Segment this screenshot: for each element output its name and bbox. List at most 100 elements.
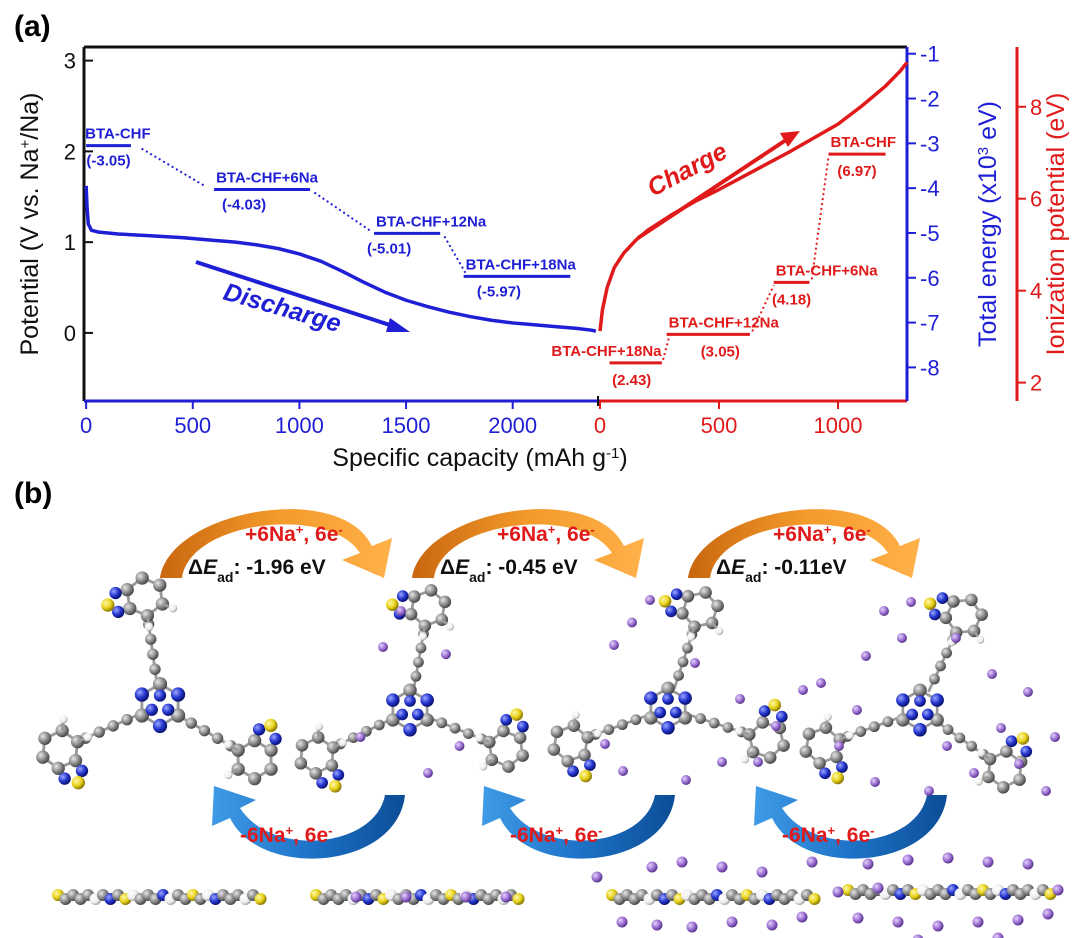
carbon-atom	[1013, 773, 1026, 786]
charge-annotation: Charge	[636, 131, 800, 240]
discharge-annotation: Discharge	[195, 260, 410, 338]
nitrogen-atom	[420, 693, 434, 707]
potential-tick-label: 0	[64, 321, 76, 346]
carbon-atom	[424, 584, 438, 597]
discharge-capacity-tick-label: 500	[174, 413, 211, 438]
side-view-sodium	[726, 916, 738, 928]
side-view-bta-chf	[52, 889, 267, 905]
ion-charge: +	[548, 522, 556, 537]
side-view-sodium	[716, 861, 728, 873]
side-view-sodium	[460, 891, 472, 903]
discharge-arrow-head	[386, 318, 410, 332]
carbon-atom	[743, 728, 756, 741]
sodiation-step-label: +6Na+, 6e-	[245, 522, 343, 547]
sodium-atom	[942, 741, 952, 751]
hydrogen-atom	[59, 714, 68, 724]
nitrogen-atom	[112, 605, 125, 619]
nitrogen-atom	[654, 706, 667, 719]
carbon-atom	[51, 761, 65, 775]
carbon-atom	[497, 724, 510, 738]
side-view-sodium	[972, 916, 984, 928]
side-view-sodium	[766, 919, 778, 931]
carbon-atom	[147, 648, 159, 660]
carbon-atom	[410, 670, 422, 682]
carbon-atom	[36, 750, 50, 764]
sulfur-atom	[101, 598, 115, 612]
electron-text: , 6e	[563, 824, 598, 847]
carbon-atom	[942, 724, 954, 736]
carbon-atom	[311, 731, 325, 744]
discharge-level-link	[443, 235, 467, 274]
carbon-atom	[135, 571, 149, 585]
electron-text: , 6e	[831, 523, 866, 546]
hydrogen-atom	[845, 731, 854, 740]
sulfur-atom	[923, 597, 937, 610]
molecule-bta-chf-12na	[547, 586, 808, 785]
nitrogen-atom	[665, 605, 677, 618]
energy-subscript: ad	[217, 569, 233, 585]
nitrogen-atom	[109, 586, 122, 600]
carbon-atom	[882, 716, 894, 728]
sodium-atom	[906, 597, 916, 607]
ion-text: +6Na	[245, 523, 296, 546]
ionization-tick-label: 6	[1030, 187, 1042, 212]
charge-level-name: BTA-CHF+6Na	[776, 262, 878, 279]
ionization-tick-label: 4	[1030, 279, 1042, 304]
sodiation-arrow-body	[688, 509, 920, 578]
carbon-atom	[373, 719, 385, 731]
sodium-atom	[1014, 759, 1024, 769]
charge-level-value: (3.05)	[701, 343, 740, 360]
carbon-atom	[403, 683, 417, 697]
sulfur-atom	[658, 594, 672, 608]
nitrogen-atom	[669, 706, 682, 719]
carbon-atom	[70, 735, 85, 749]
ionization-tick-label: 8	[1030, 95, 1042, 120]
carbon-atom	[673, 670, 684, 681]
nitrogen-atom	[678, 691, 692, 705]
discharge-label: Discharge	[220, 278, 344, 338]
carbon-atom	[38, 731, 52, 745]
desodiation-arrow-body	[482, 786, 675, 859]
carbon-atom	[123, 601, 137, 616]
charge-arrow-shaft	[636, 138, 788, 240]
energy-subscript: ad	[469, 569, 485, 585]
carbon-atom	[198, 724, 211, 737]
hydrogen-atom	[976, 635, 985, 644]
nitrogen-atom	[152, 718, 168, 734]
sodium-atom	[600, 739, 610, 749]
sodium-atom	[378, 642, 388, 652]
sodium-atom	[645, 595, 655, 605]
carbon-atom	[722, 722, 734, 733]
side-view-sodium	[1022, 858, 1034, 870]
energy-symbol: E	[203, 556, 218, 579]
side-view-sodium	[912, 934, 924, 938]
sodium-atom	[834, 741, 844, 751]
hydrogen-atom	[224, 740, 233, 749]
carbon-atom	[630, 714, 642, 726]
sodiation-step-label: +6Na+, 6e-	[773, 522, 871, 547]
carbon-atom	[134, 708, 150, 723]
sodium-atom	[852, 705, 862, 715]
ion-text: +6Na	[773, 523, 824, 546]
sodium-atom	[609, 640, 619, 650]
carbon-atom	[616, 719, 628, 731]
energy-axis-title: Total energy (x103 eV)	[974, 101, 1002, 347]
energy-tick-label: -2	[920, 87, 940, 112]
hydrogen-atom	[338, 738, 347, 747]
nitrogen-atom	[644, 691, 658, 705]
hydrogen-atom	[974, 777, 983, 786]
hydrogen-atom	[740, 755, 750, 764]
sodium-atom	[627, 617, 637, 628]
carbon-atom	[407, 590, 421, 603]
sodium-atom	[1023, 687, 1033, 697]
charge-level-link	[662, 337, 670, 361]
sulfur-atom	[510, 708, 523, 721]
sodium-atom	[879, 606, 889, 616]
carbon-atom	[966, 740, 978, 752]
desodiation-arrow-body	[212, 786, 405, 859]
carbon-atom	[413, 656, 424, 668]
nitrogen-atom	[836, 761, 848, 773]
nitrogen-atom	[775, 710, 788, 723]
side-view-sodium	[1052, 884, 1064, 896]
side-view-atom	[254, 893, 267, 905]
